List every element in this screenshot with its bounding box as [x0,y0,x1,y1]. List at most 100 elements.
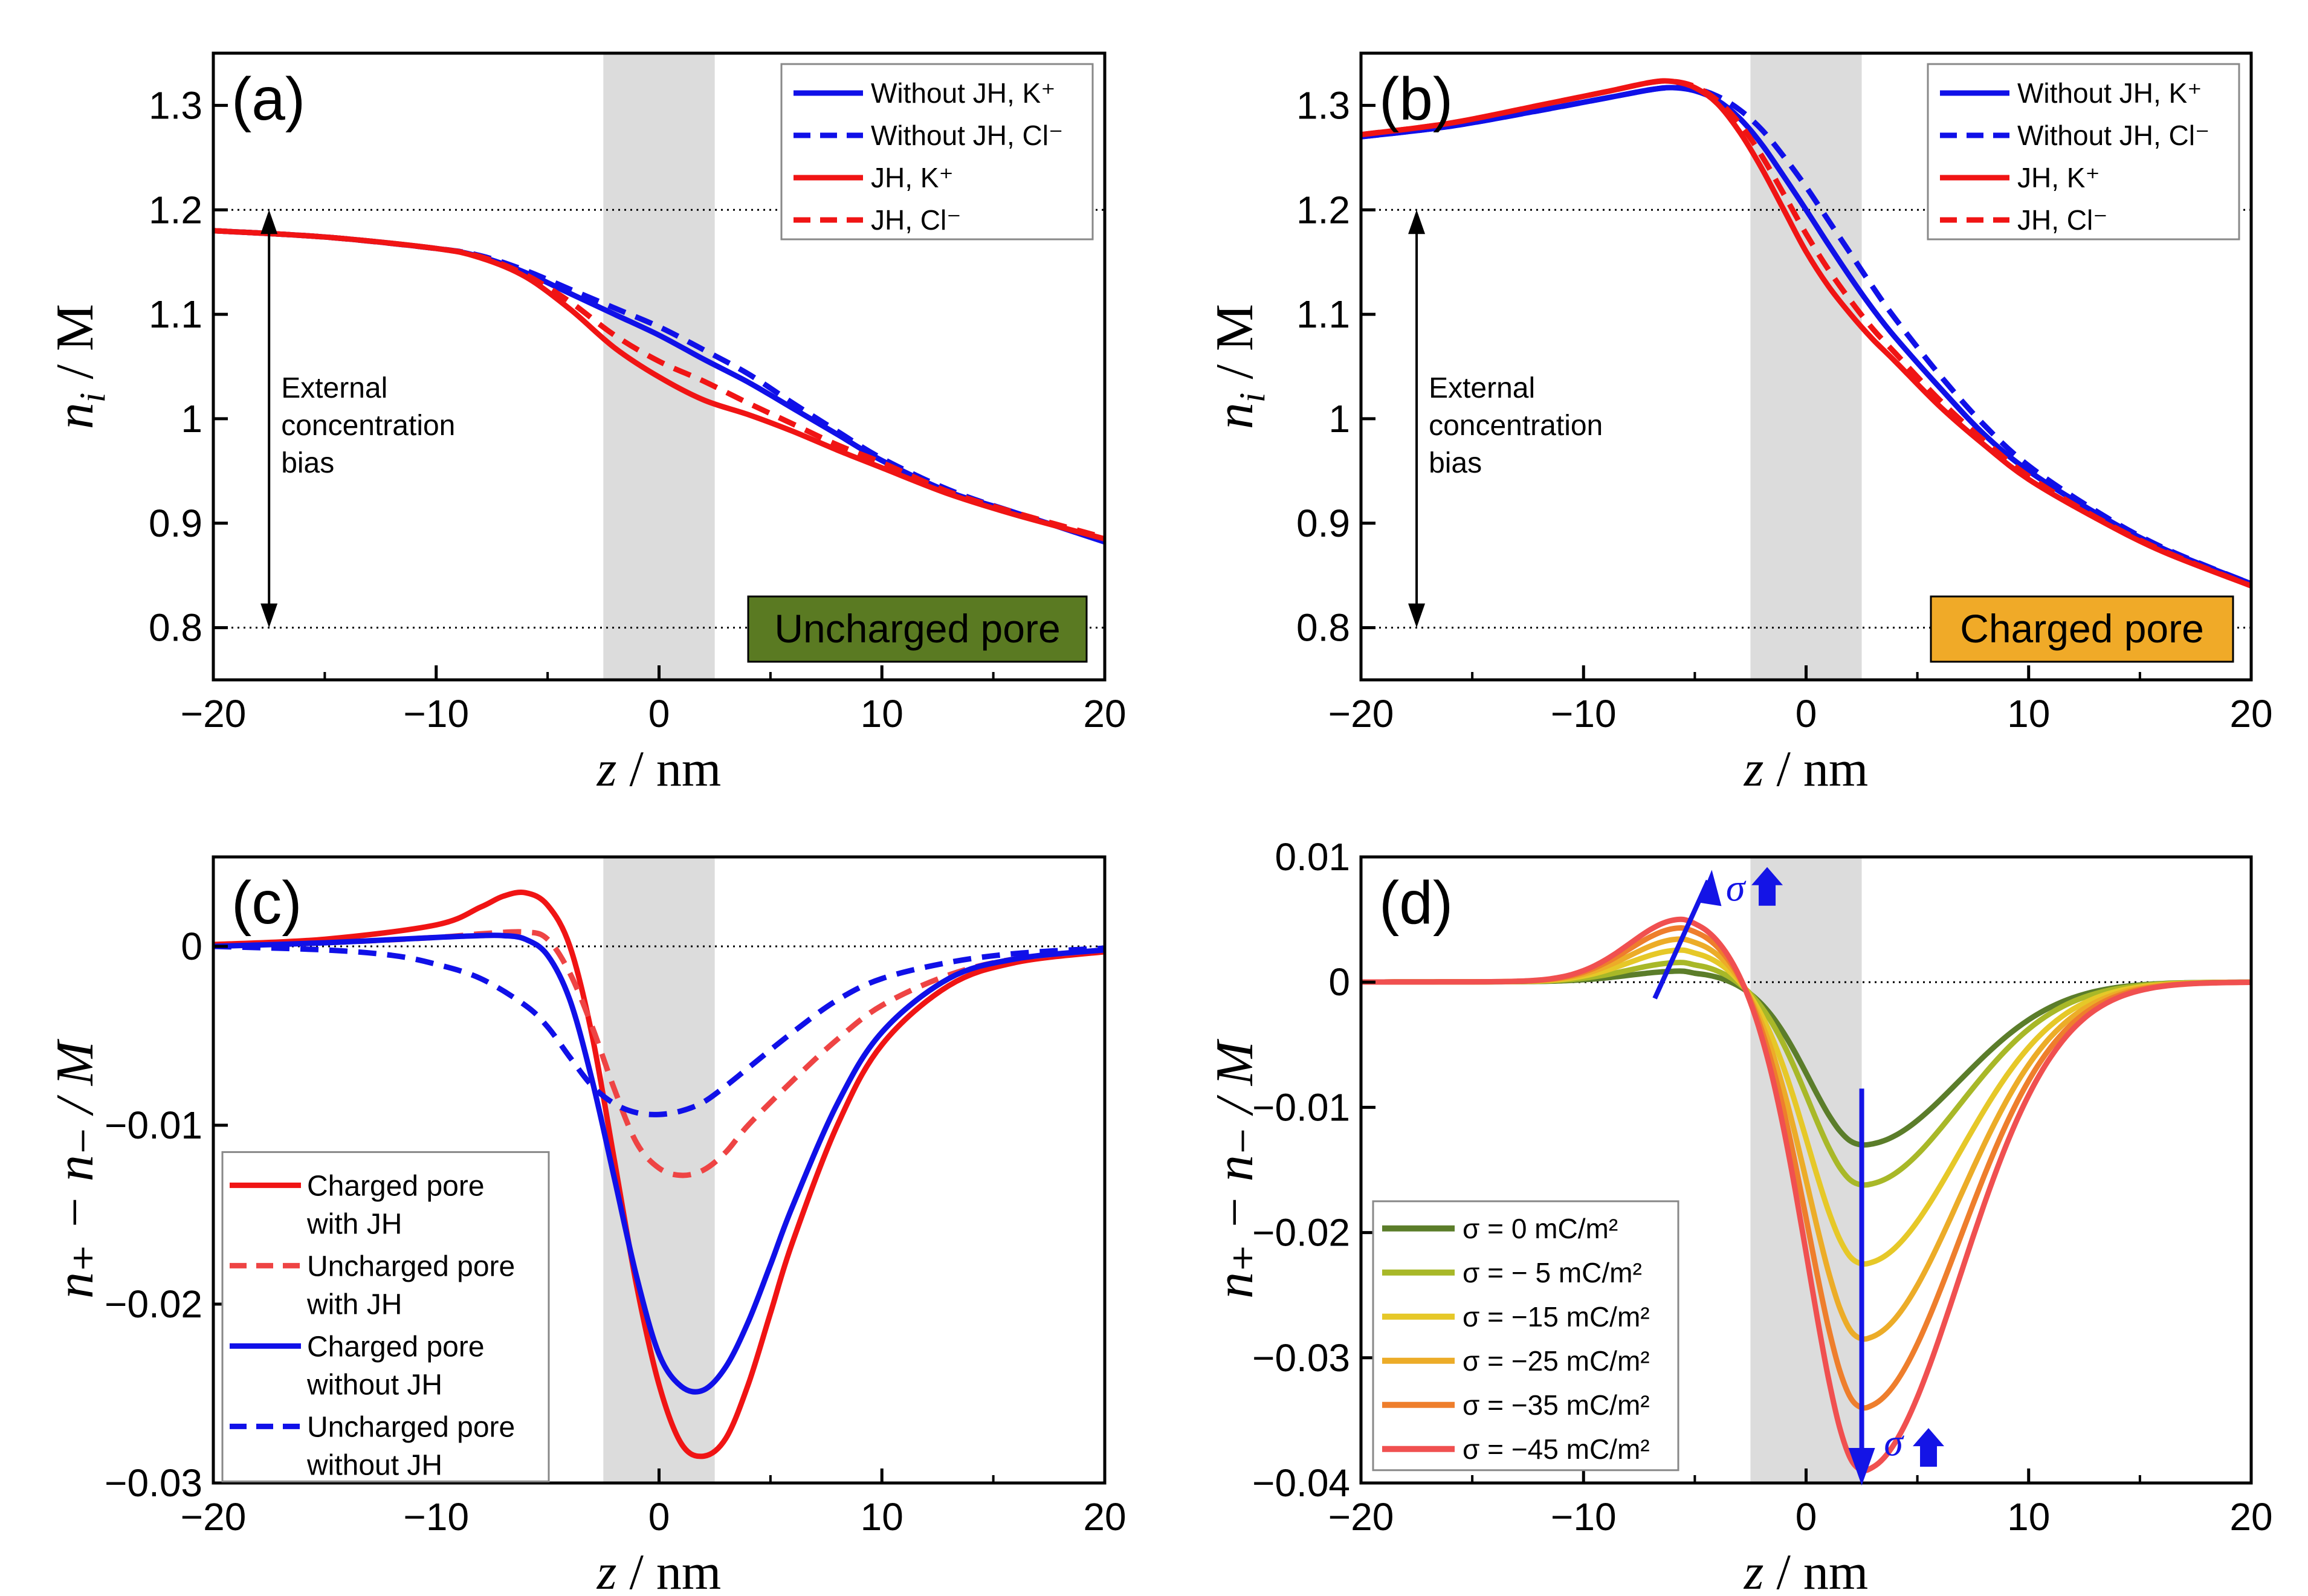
y-tick-label: 1 [1328,397,1350,441]
x-tick-label: 20 [2229,692,2272,735]
y-tick-label: 1 [181,397,202,441]
bias-arrow-head-up [1408,210,1426,234]
y-axis-label: ni / M [46,304,112,429]
x-axis-label: z / nm [1744,1544,1868,1596]
x-tick-label: 20 [1083,1495,1126,1539]
panel-label: (b) [1379,65,1453,133]
x-tick-label: 0 [648,692,670,735]
legend-label: Uncharged pore [307,1250,515,1282]
legend-label: JH, Cl⁻ [871,204,962,236]
sigma-arrow-down-head [1848,1447,1875,1486]
x-tick-label: 20 [2229,1495,2272,1539]
pore-type-label: Uncharged pore [774,606,1060,651]
panel-b: −20 −10 0 10 20 0.8 0.9 1 1.1 1.2 1.3 z / nm ni / M (… [1206,51,2273,797]
x-axis-label: z / nm [596,1544,721,1596]
x-axis-label: z / nm [1744,741,1868,797]
y-tick-label: −0.01 [105,1103,202,1147]
y-axis-text: n₊ − n₋ / M [46,1038,105,1299]
x-axis-var: z [596,1544,617,1596]
legend-label: JH, K⁺ [871,162,954,193]
legend-label: Without JH, Cl⁻ [871,120,1063,151]
panel-c: −20 −10 0 10 20 0 −0.01 −0.02 −0.03 z / nm n₊ − n₋… [46,855,1127,1596]
x-tick-label: −20 [1328,1495,1394,1539]
series-line [213,890,1105,1459]
sigma-arrow-up [1652,879,1711,1000]
series-line [213,929,1105,1178]
legend-label: Without JH, K⁺ [2017,77,2202,109]
x-axis-unit: / nm [1764,741,1869,797]
x-tick-label: −20 [1328,692,1394,735]
legend-label: Uncharged pore [307,1411,515,1443]
y-tick-label: 0 [181,925,202,968]
legend-label: Charged pore [307,1331,485,1363]
y-axis-var: n [46,402,105,429]
y-axis-text: n₊ − n₋ / M [1206,1038,1264,1299]
x-tick-label: 10 [2007,692,2050,735]
panel-label: (d) [1379,869,1453,937]
series-line [213,228,1106,543]
y-axis-label: n₊ − n₋ / M [46,1038,105,1299]
x-axis-label: z / nm [596,741,721,797]
x-tick-label: 10 [861,1495,903,1539]
legend-label-line2: without JH [306,1369,442,1401]
sigma-up-arrow-icon [1913,1428,1945,1467]
x-tick-label: −20 [181,1495,247,1539]
sigma-arrow-up-head [1698,870,1722,906]
legend-label: σ = − 5 mC/m² [1463,1257,1642,1288]
legend-label: JH, Cl⁻ [2017,204,2108,236]
sigma-label: σ [1884,1421,1904,1464]
legend-label: Without JH, K⁺ [871,77,1055,109]
series-line [1360,78,2252,589]
legend-label-line2: with JH [306,1208,402,1240]
panel-label: (c) [231,869,302,937]
y-tick-label: 1.2 [149,188,202,231]
sigma-label: σ [1726,867,1747,909]
x-tick-label: −10 [403,1495,469,1539]
pore-type-box [747,595,1088,663]
pore-type-label: Charged pore [1960,606,2204,651]
legend-label: σ = −15 mC/m² [1463,1301,1650,1333]
bias-arrow-head-up [260,210,278,234]
x-tick-label: 0 [1796,1495,1817,1539]
x-tick-label: −10 [403,692,469,735]
y-tick-label: −0.03 [1252,1336,1350,1380]
bias-label: External [281,372,387,404]
legend-label-line2: without JH [306,1449,442,1481]
legend-box [1372,1200,1679,1472]
x-tick-label: −10 [1551,692,1617,735]
legend-label: Charged pore [307,1170,485,1202]
y-tick-label: 0.9 [149,502,202,545]
series-line [213,932,1105,1395]
bias-label: concentration [281,410,455,442]
legend-label: JH, K⁺ [2017,162,2100,193]
y-tick-label: 1.3 [149,83,202,127]
y-tick-label: −0.01 [1252,1085,1350,1129]
series-line [1360,85,2252,587]
x-tick-label: 0 [1796,692,1817,735]
sigma-up-arrow-icon [1751,867,1783,906]
x-axis-unit: / nm [617,1544,722,1596]
series-line [213,228,1106,542]
y-tick-label: 1.2 [1296,188,1350,231]
y-tick-label: −0.02 [105,1282,202,1326]
x-tick-label: −10 [1551,1495,1617,1539]
y-tick-label: 1.3 [1296,83,1350,127]
y-axis-var: n [1206,402,1264,429]
y-tick-label: 0 [1328,960,1350,1004]
x-tick-label: 0 [648,1495,670,1539]
legend-label: Without JH, Cl⁻ [2017,120,2209,151]
series-line [213,228,1106,541]
pore-type-box [1930,595,2234,663]
x-axis-var: z [1744,1544,1764,1596]
y-tick-label: 0.8 [1296,606,1350,650]
y-axis-label: n₊ − n₋ / M [1206,1038,1264,1299]
y-tick-label: 0.01 [1275,835,1350,879]
y-tick-label: −0.04 [1252,1461,1350,1505]
bias-arrow-head-down [1408,603,1426,628]
panel-a: −20 −10 0 10 20 0.8 0.9 1 1.1 1.2 1.3 z / nm ni / M (… [46,51,1127,797]
y-axis-sub: i [1232,393,1272,403]
bias-label: bias [281,447,334,479]
y-tick-label: −0.03 [105,1461,202,1505]
x-axis-var: z [596,741,617,797]
